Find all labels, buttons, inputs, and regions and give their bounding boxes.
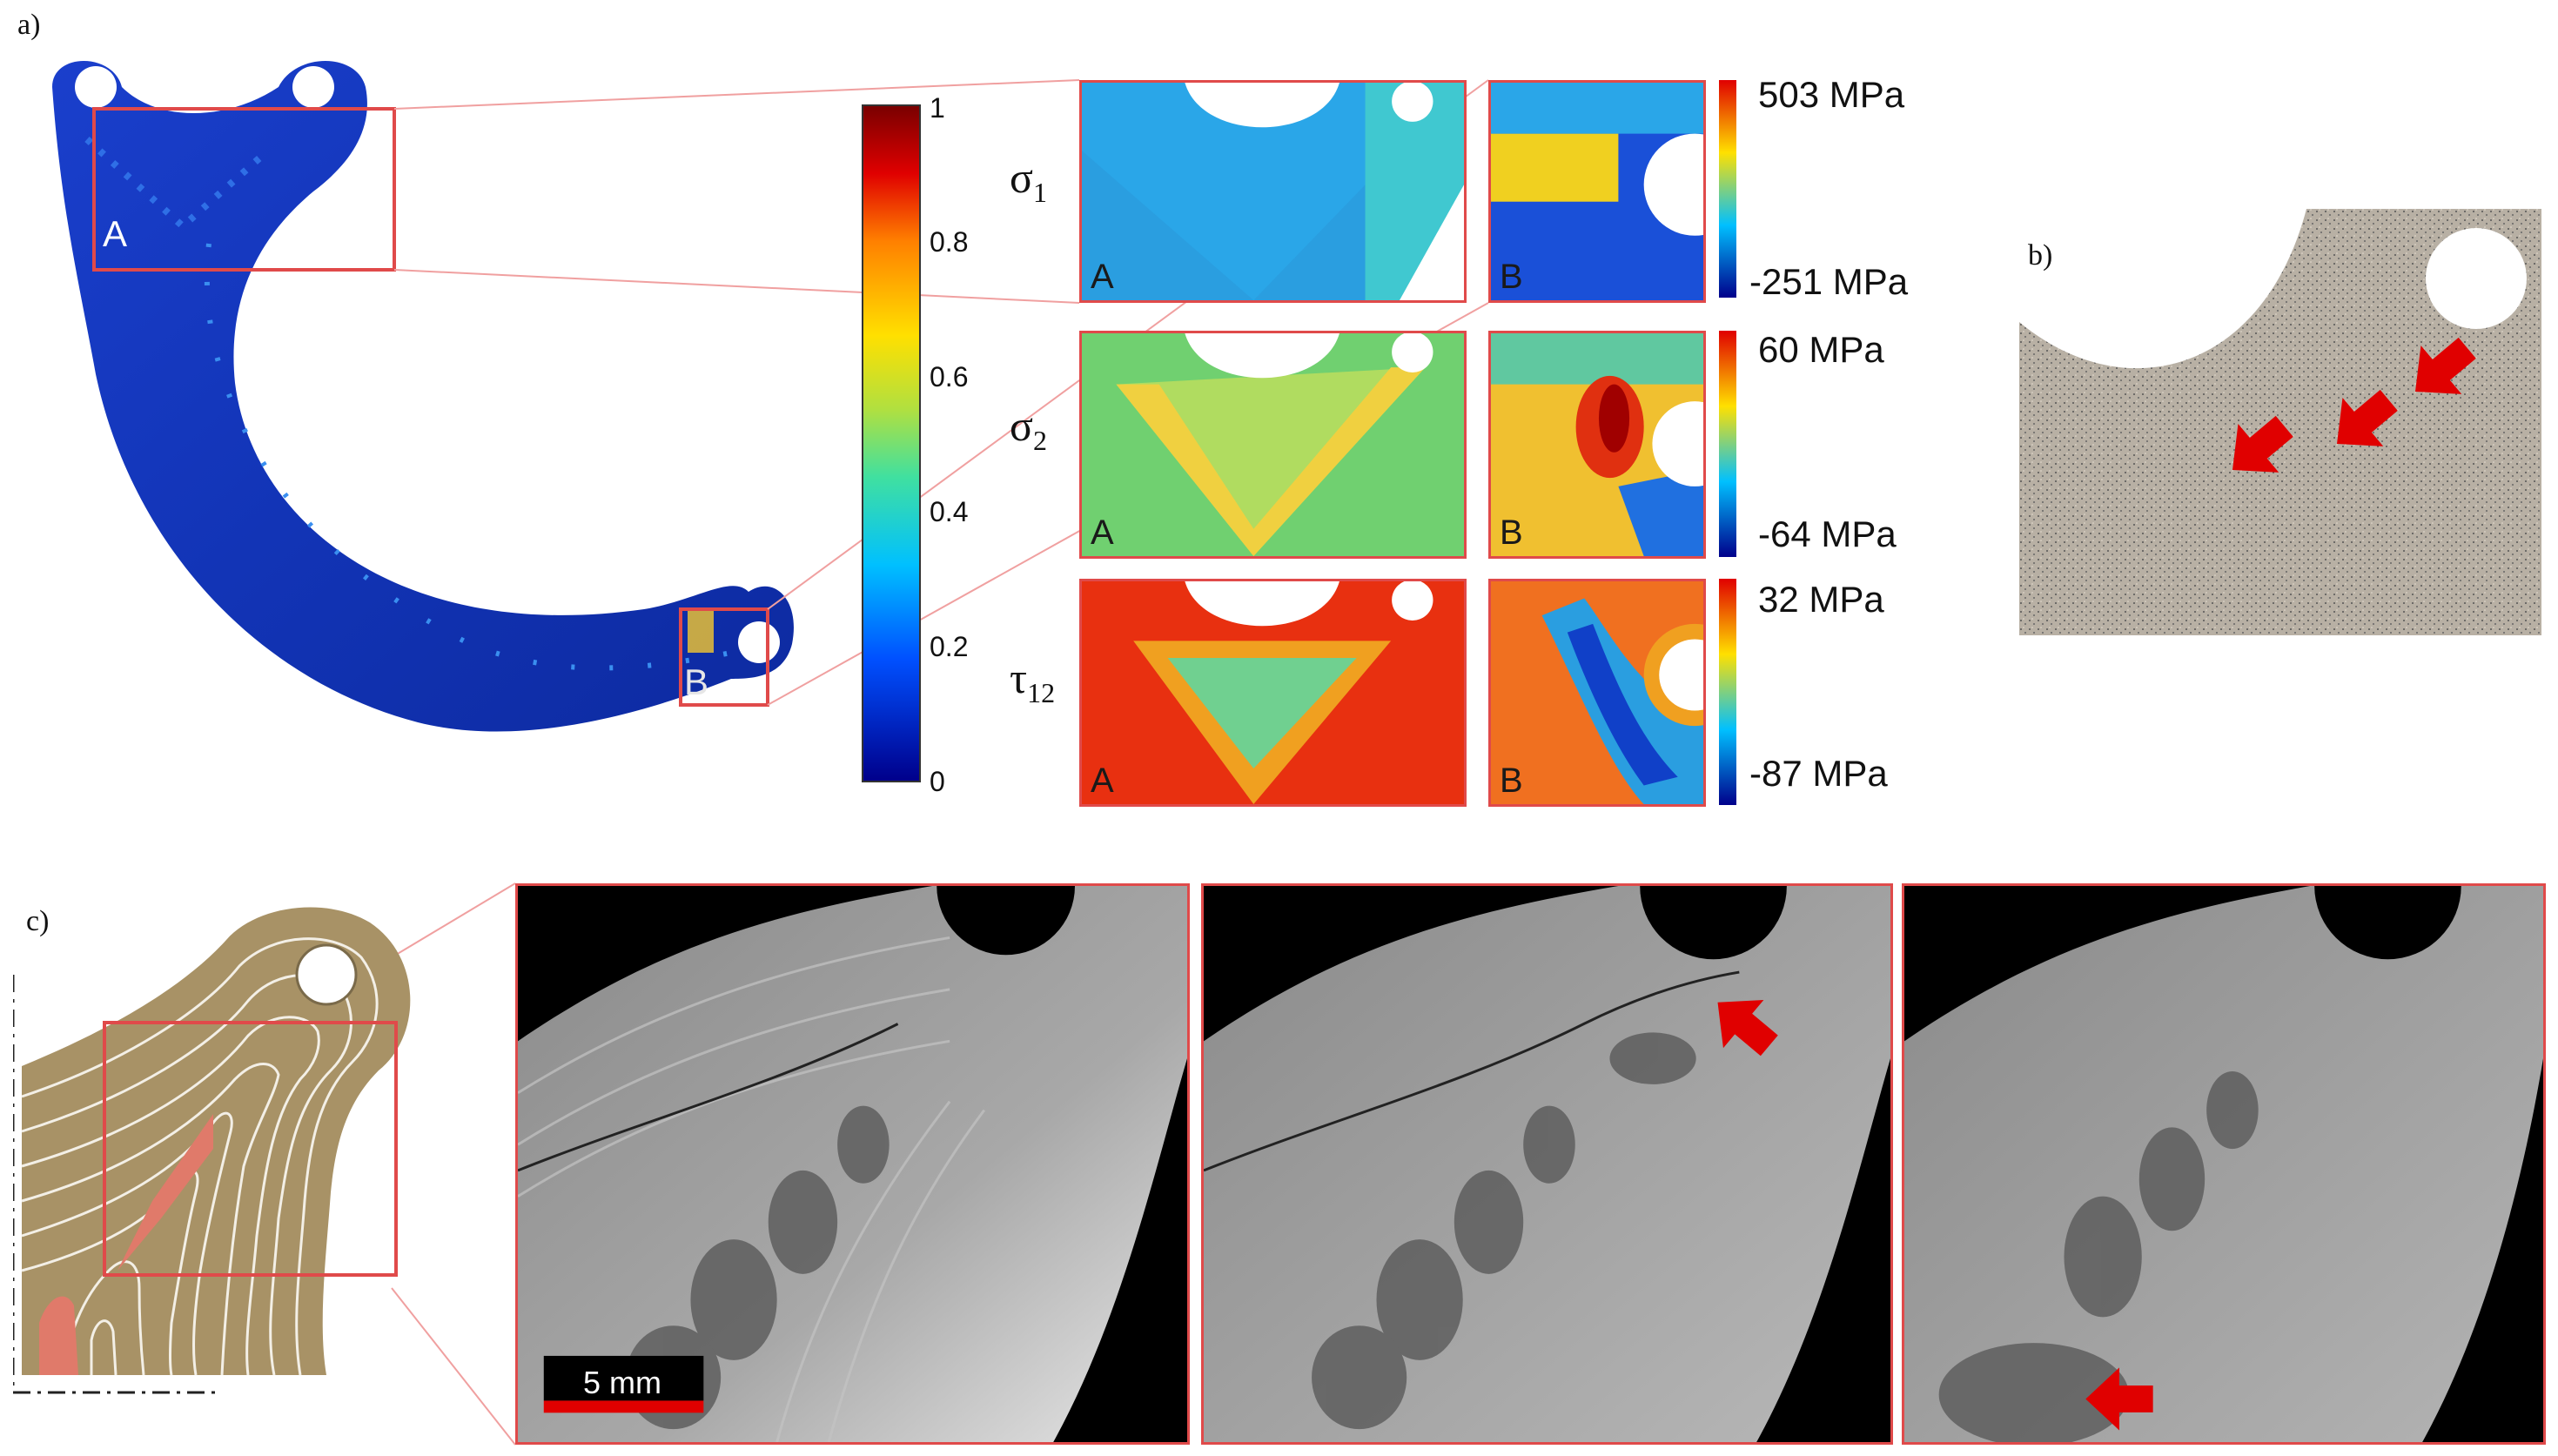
main-colorbar	[862, 104, 921, 782]
arrow-icon	[2337, 389, 2398, 446]
colorbar-tick: 0.2	[930, 631, 969, 662]
toolpath-diagram	[11, 888, 422, 1427]
arrow-icon	[2232, 415, 2293, 473]
scale-bar-label: 5 mm	[583, 1365, 661, 1400]
ct-scan-3	[1902, 883, 2546, 1445]
colorbar-tick: 1	[930, 92, 945, 124]
sigma1-map-b: B	[1488, 80, 1706, 303]
map-label-b: B	[1500, 762, 1523, 800]
map-label-a: A	[1091, 762, 1114, 800]
sigma1-max: 503 MPa	[1758, 74, 1905, 115]
arrow-icon	[2085, 1367, 2153, 1431]
tau12-map-a: A	[1079, 579, 1467, 807]
row-label-sigma1: σ1	[1010, 153, 1047, 208]
colorbar-tick: 0.6	[930, 361, 969, 393]
sigma2-map-b: B	[1488, 331, 1706, 559]
sigma2-map-a: A	[1079, 331, 1467, 559]
map-label-b: B	[1500, 513, 1523, 552]
tau12-colorbar	[1719, 579, 1736, 805]
tau12-max: 32 MPa	[1758, 579, 1884, 620]
tau12-min: -87 MPa	[1749, 753, 1888, 794]
sigma1-map-a: A	[1079, 80, 1467, 303]
ct-scan-2	[1201, 883, 1893, 1445]
ct-scan-1: 5 mm	[515, 883, 1190, 1445]
row-label-tau12: τ12	[1010, 654, 1056, 708]
part-body	[52, 61, 794, 732]
region-label-b: B	[684, 661, 709, 702]
region-label-a: A	[103, 213, 128, 254]
colorbar-tick: 0.4	[930, 496, 969, 527]
sigma2-colorbar	[1719, 331, 1736, 557]
arrow-icon	[1717, 999, 1778, 1057]
sigma1-colorbar	[1719, 80, 1736, 298]
specimen-photo	[2019, 209, 2541, 635]
arrow-icon	[2415, 337, 2476, 394]
panel-label-b: b)	[2028, 239, 2053, 272]
map-label-a: A	[1091, 513, 1114, 552]
tau12-map-b: B	[1488, 579, 1706, 807]
sigma2-min: -64 MPa	[1758, 513, 1897, 554]
colorbar-tick: 0	[930, 766, 945, 797]
map-label-b: B	[1500, 258, 1523, 296]
sigma1-min: -251 MPa	[1749, 261, 1909, 302]
row-label-sigma2: σ2	[1010, 401, 1047, 456]
panel-label-a: a)	[17, 9, 41, 41]
sigma2-max: 60 MPa	[1758, 329, 1884, 370]
colorbar-tick: 0.8	[930, 226, 969, 258]
panel-label-c: c)	[26, 905, 50, 937]
map-label-a: A	[1091, 258, 1114, 296]
stress-part-figure	[35, 52, 818, 775]
